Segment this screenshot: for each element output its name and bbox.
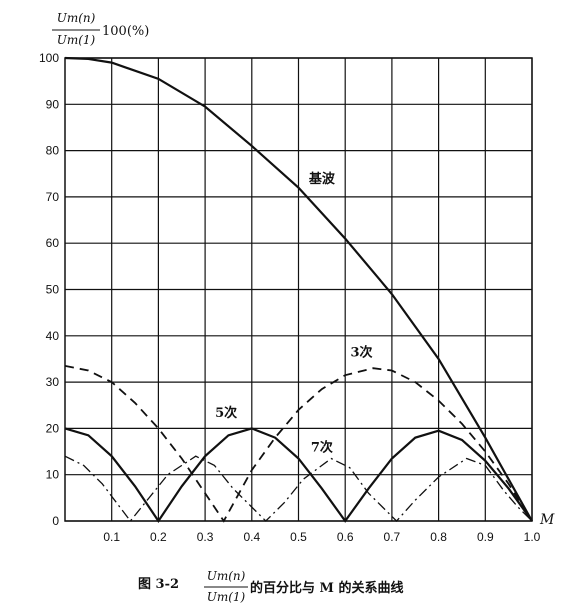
x-tick-label: 0.9 [477,530,494,544]
x-tick-label: 0.8 [430,530,447,544]
x-tick-label: 0.1 [103,530,120,544]
series-line [64,56,533,522]
y-label-denominator: Um(1) [57,33,96,47]
x-axis-label: M [539,512,555,528]
y-tick-label: 0 [52,514,59,528]
y-tick-label: 10 [46,468,60,482]
x-tick-label: 0.4 [243,530,260,544]
y-tick-label: 70 [46,190,60,204]
x-tick-label: 0.5 [290,530,307,544]
x-tick-label: 0.2 [150,530,167,544]
series-label: 3次 [351,345,373,361]
y-label-text: 100(%) [102,24,149,39]
x-tick-label: 0.6 [337,530,354,544]
y-tick-label: 40 [46,329,60,343]
x-tick-label: 1.0 [524,530,541,544]
y-label-numerator: Um(n) [57,11,96,25]
series-line [64,455,533,523]
series-label: 5次 [215,405,237,421]
y-tick-label: 30 [46,375,60,389]
caption-label: 图 3-2 [138,577,179,592]
x-tick-label: 0.3 [197,530,214,544]
y-tick-label: 60 [46,236,60,250]
x-tick-label: 0.7 [384,530,401,544]
caption-text: 的百分比与 M 的关系曲线 [250,580,403,596]
caption: 图 3-2 Um(n) Um(1) 的百分比与 M 的关系曲线 [138,569,403,604]
y-tick-label: 50 [46,283,60,297]
y-tick-label: 100 [39,51,59,65]
series-line [64,365,533,523]
caption-numerator: Um(n) [207,569,246,583]
y-tick-label: 20 [46,421,60,435]
series-label: 基波 [308,171,336,187]
series-line [64,427,533,523]
y-tick-label: 80 [46,144,60,158]
y-axis-label: Um(n) Um(1) 100(%) [52,11,149,47]
series-label: 7次 [311,440,333,456]
y-tick-label: 90 [46,97,60,111]
caption-denominator: Um(1) [207,590,246,604]
